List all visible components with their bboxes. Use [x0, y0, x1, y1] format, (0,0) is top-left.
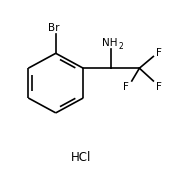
Text: F: F — [156, 48, 162, 58]
Text: F: F — [156, 82, 162, 92]
Text: HCl: HCl — [71, 151, 91, 164]
Text: Br: Br — [48, 23, 60, 33]
Text: NH: NH — [102, 38, 117, 48]
Text: 2: 2 — [118, 42, 123, 51]
Text: F: F — [123, 82, 129, 92]
